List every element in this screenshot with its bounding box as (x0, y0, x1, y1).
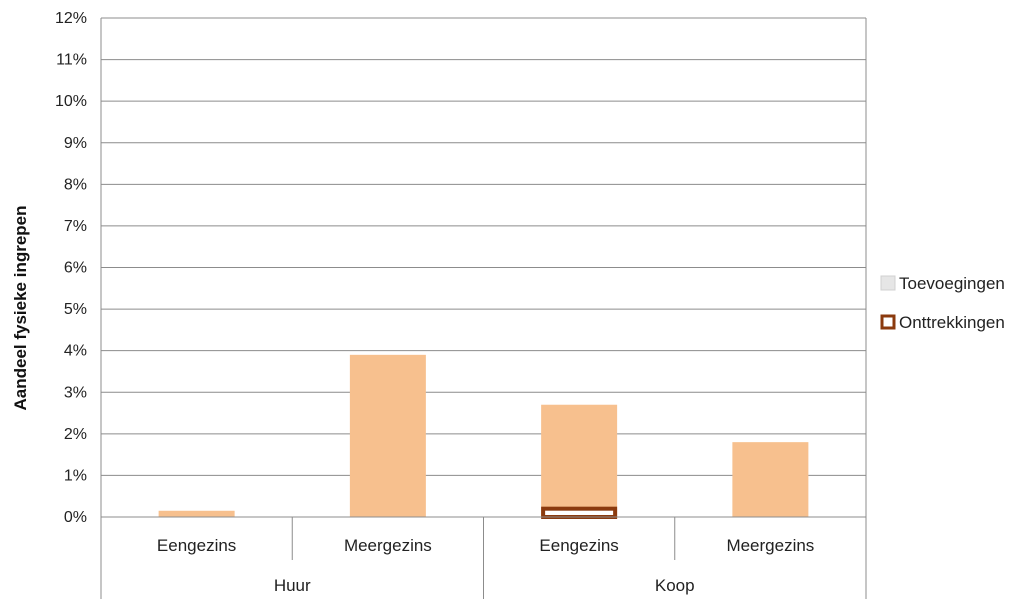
bar-toevoegingen (349, 354, 426, 517)
y-tick-label: 9% (64, 135, 87, 152)
bar-toevoegingen (541, 404, 618, 517)
y-tick-label: 12% (55, 10, 87, 27)
legend-label-onttrekkingen: Onttrekkingen (899, 313, 1005, 332)
y-tick-label: 11% (56, 52, 87, 69)
bar-onttrekkingen (541, 506, 618, 519)
legend: Toevoegingen Onttrekkingen (880, 274, 1005, 332)
gridlines (101, 17, 866, 518)
y-tick-label: 5% (64, 301, 87, 318)
y-tick-label: 2% (64, 426, 87, 443)
y-tick-label: 1% (64, 467, 87, 484)
legend-swatch-toevoegingen (880, 275, 896, 291)
x-group-label: Huur (274, 576, 311, 595)
y-tick-label: 4% (64, 343, 87, 360)
y-tick-label: 3% (64, 384, 87, 401)
y-axis-title: Aandeel fysieke ingrepen (11, 205, 30, 410)
y-tick-label: 7% (64, 218, 87, 235)
labels: 0% 1% 2% 3% 4% 5% 6% 7% 8% 9% 10% 11% 12% Eengezins Me… (55, 10, 814, 595)
x-category-label: Meergezins (726, 536, 814, 555)
x-group-label: Koop (655, 576, 695, 595)
x-category-label: Eengezins (539, 536, 618, 555)
legend-label-toevoegingen: Toevoegingen (899, 274, 1005, 293)
legend-swatch-onttrekkingen (880, 314, 896, 330)
bar-toevoegingen (732, 442, 809, 517)
y-tick-label: 8% (64, 176, 87, 193)
bars (158, 354, 809, 519)
y-tick-label: 6% (64, 260, 87, 277)
axes (100, 18, 867, 599)
bar-toevoegingen (158, 510, 235, 517)
x-category-label: Meergezins (344, 536, 432, 555)
x-category-label: Eengezins (157, 536, 236, 555)
y-tick-label: 0% (64, 509, 87, 526)
y-tick-label: 10% (55, 93, 87, 110)
